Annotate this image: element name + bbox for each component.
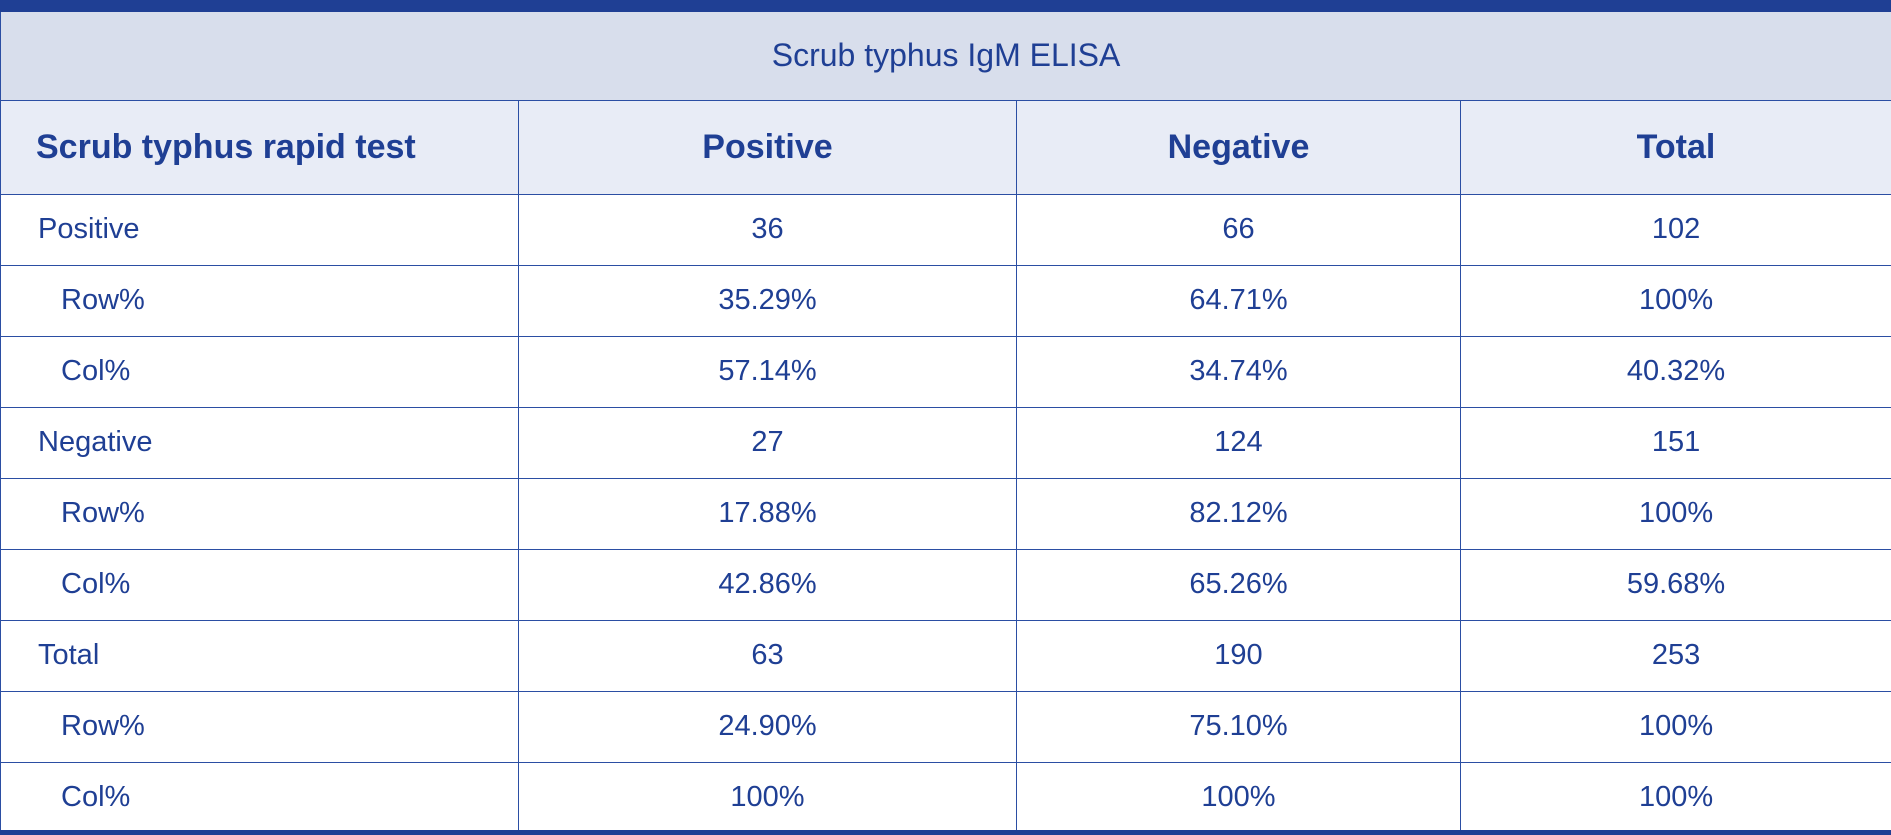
row-label: Total — [0, 619, 519, 692]
row-label: Col% — [0, 761, 519, 833]
table-cell: 35.29% — [518, 264, 1017, 337]
table-title: Scrub typhus IgM ELISA — [0, 12, 1891, 101]
row-label: Row% — [0, 477, 519, 550]
column-header-total: Total — [1459, 99, 1891, 195]
table-cell: 151 — [1459, 406, 1891, 479]
bottom-accent-bar — [0, 830, 1891, 835]
table-cell: 100% — [518, 761, 1017, 833]
table-cell: 42.86% — [518, 548, 1017, 621]
table-title-row: Scrub typhus IgM ELISA — [0, 12, 1891, 101]
row-label: Col% — [0, 335, 519, 408]
table-cell: 100% — [1016, 761, 1461, 833]
table-cell: 82.12% — [1016, 477, 1461, 550]
row-label: Positive — [0, 193, 519, 266]
table-cell: 124 — [1016, 406, 1461, 479]
table-row: Positive 36 66 102 — [0, 193, 1891, 266]
table-cell: 64.71% — [1016, 264, 1461, 337]
table-cell: 100% — [1459, 761, 1891, 833]
table-cell: 63 — [518, 619, 1017, 692]
table-cell: 34.74% — [1016, 335, 1461, 408]
table-cell: 75.10% — [1016, 690, 1461, 763]
table-cell: 59.68% — [1459, 548, 1891, 621]
row-label: Row% — [0, 690, 519, 763]
table-cell: 24.90% — [518, 690, 1017, 763]
table-cell: 17.88% — [518, 477, 1017, 550]
table-cell: 100% — [1459, 264, 1891, 337]
crosstab-table: Scrub typhus IgM ELISA Scrub typhus rapi… — [0, 12, 1891, 833]
table-row: Row% 24.90% 75.10% 100% — [0, 690, 1891, 763]
column-header-negative: Negative — [1016, 99, 1461, 195]
table-row: Col% 42.86% 65.26% 59.68% — [0, 548, 1891, 621]
table-cell: 102 — [1459, 193, 1891, 266]
top-accent-bar — [0, 0, 1891, 12]
table-cell: 57.14% — [518, 335, 1017, 408]
row-label: Col% — [0, 548, 519, 621]
table-row: Col% 100% 100% 100% — [0, 761, 1891, 833]
table-cell: 100% — [1459, 690, 1891, 763]
row-label: Negative — [0, 406, 519, 479]
column-header-positive: Positive — [518, 99, 1017, 195]
table-row: Negative 27 124 151 — [0, 406, 1891, 479]
table-cell: 40.32% — [1459, 335, 1891, 408]
column-header-rapid-test: Scrub typhus rapid test — [0, 99, 519, 195]
table-cell: 100% — [1459, 477, 1891, 550]
table-row: Col% 57.14% 34.74% 40.32% — [0, 335, 1891, 408]
table-cell: 36 — [518, 193, 1017, 266]
table-body: Positive 36 66 102 Row% 35.29% 64.71% 100% Col% 5… — [0, 193, 1891, 833]
column-header-row: Scrub typhus rapid test Positive Negativ… — [0, 99, 1891, 195]
table-row: Total 63 190 253 — [0, 619, 1891, 692]
table-cell: 190 — [1016, 619, 1461, 692]
table-row: Row% 17.88% 82.12% 100% — [0, 477, 1891, 550]
table-cell: 27 — [518, 406, 1017, 479]
table-cell: 66 — [1016, 193, 1461, 266]
row-label: Row% — [0, 264, 519, 337]
table-cell: 253 — [1459, 619, 1891, 692]
table-cell: 65.26% — [1016, 548, 1461, 621]
table-row: Row% 35.29% 64.71% 100% — [0, 264, 1891, 337]
